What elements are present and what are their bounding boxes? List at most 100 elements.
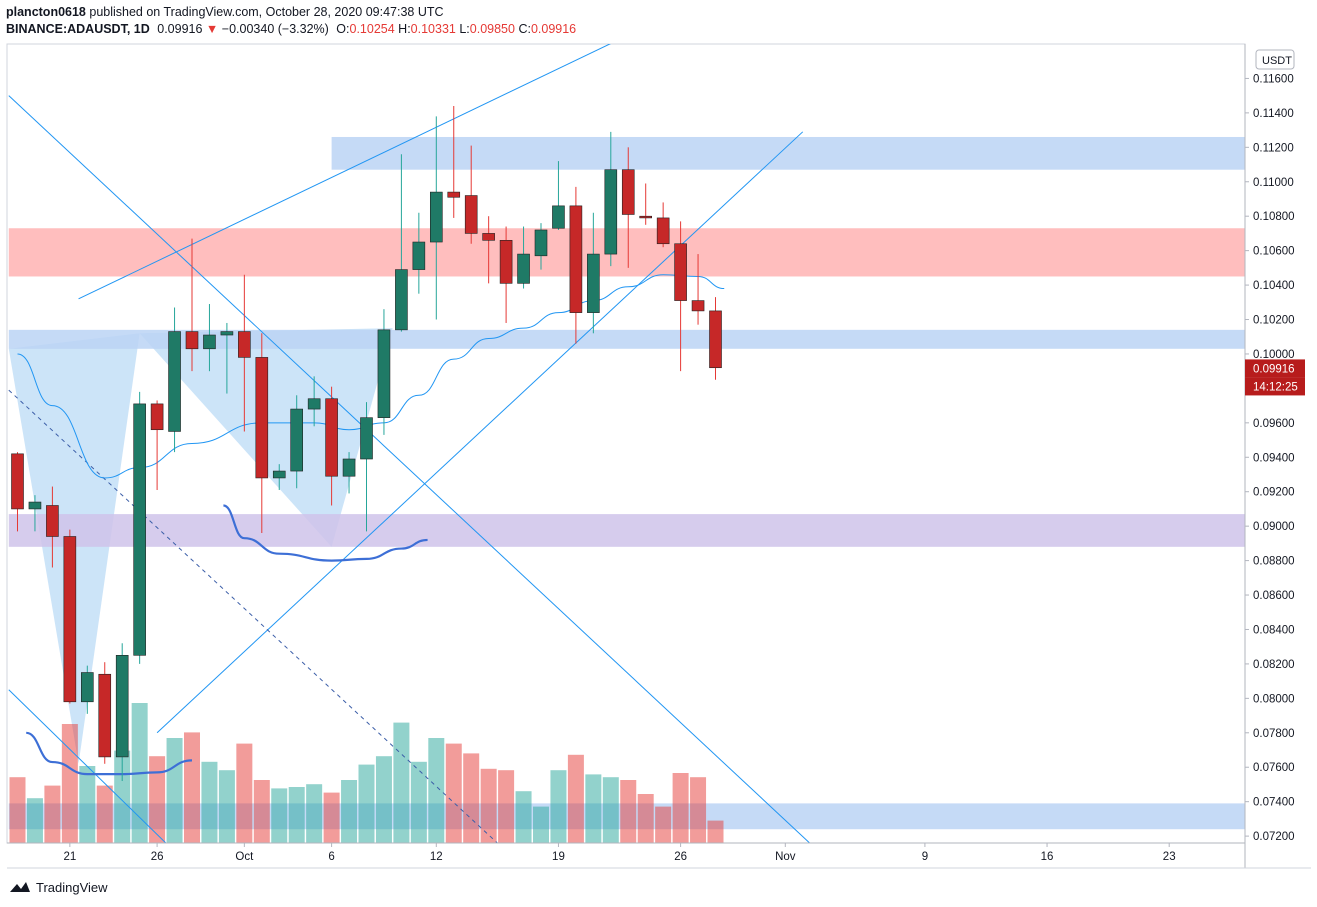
- candle: [517, 226, 530, 289]
- volume-bar: [96, 785, 113, 843]
- y-tick-label: 0.09600: [1253, 418, 1295, 430]
- dashed-falling-line: [8, 389, 498, 843]
- candle: [307, 376, 321, 427]
- volume-bar: [341, 780, 358, 843]
- falling-resistance-line: [8, 95, 811, 843]
- y-tick-label: 0.09000: [1253, 521, 1295, 533]
- candle-body: [98, 673, 112, 758]
- y-tick-label: 0.09400: [1253, 452, 1295, 464]
- y-tick-label: 0.07800: [1253, 728, 1295, 740]
- close-value: 0.09916: [530, 22, 577, 36]
- candle: [342, 452, 356, 494]
- candle-body: [552, 205, 565, 229]
- candle: [412, 212, 426, 294]
- candle: [569, 186, 583, 344]
- candle-body: [168, 331, 181, 432]
- y-tick-label: 0.08800: [1253, 556, 1295, 568]
- candle: [255, 333, 269, 534]
- low-label: L:: [459, 22, 470, 36]
- candle-body: [499, 240, 513, 284]
- last-price: 0.09916: [157, 22, 203, 36]
- volume-bar: [253, 780, 270, 843]
- candle: [133, 391, 146, 664]
- candle-body: [63, 536, 77, 703]
- volume-bar: [9, 777, 26, 843]
- candle: [98, 662, 112, 764]
- candle: [81, 665, 94, 714]
- volume-bar: [306, 784, 323, 843]
- low-value: 0.09850: [469, 22, 515, 36]
- volume-bar: [533, 806, 549, 843]
- y-tick-label: 0.11200: [1253, 142, 1294, 154]
- y-tick-label: 0.07600: [1253, 762, 1295, 774]
- candle: [203, 304, 216, 372]
- candle-body: [220, 331, 234, 336]
- candle-body: [534, 229, 548, 257]
- last-price-label: 0.09916: [1253, 363, 1295, 375]
- candle-body: [290, 408, 304, 472]
- candle: [220, 322, 234, 394]
- author-name[interactable]: plancton0618: [6, 5, 86, 19]
- upper-channel-line: [78, 44, 611, 300]
- candle: [11, 452, 24, 532]
- candle: [325, 386, 338, 506]
- open-label: O:: [336, 22, 350, 36]
- volume-bar: [323, 792, 340, 843]
- x-tick-label: Oct: [235, 851, 254, 863]
- candle: [360, 402, 373, 532]
- volume-bar: [44, 785, 61, 843]
- candle-body: [11, 453, 24, 510]
- volume-bar: [602, 777, 619, 843]
- cup-curve-upper: [223, 504, 428, 562]
- zone-purple: [8, 514, 1245, 547]
- volume-bar: [637, 794, 654, 843]
- candle-body: [342, 458, 356, 477]
- candle-body: [238, 331, 251, 358]
- y-tick-label: 0.11400: [1253, 108, 1294, 120]
- x-tick-label: 26: [151, 851, 164, 863]
- candle: [377, 309, 391, 435]
- tradingview-brand: TradingView: [36, 879, 108, 895]
- x-tick-label: 23: [1163, 851, 1176, 863]
- y-tick-label: 0.10600: [1253, 246, 1295, 258]
- moving-average-line: [17, 274, 725, 479]
- candle: [464, 145, 478, 244]
- volume-bar: [393, 722, 410, 843]
- currency-label: USDT: [1262, 55, 1292, 67]
- y-tick-label: 0.08000: [1253, 693, 1295, 705]
- candle-body: [133, 403, 146, 656]
- candle: [691, 254, 705, 325]
- y-tick-label: 0.10400: [1253, 280, 1295, 292]
- candle-body: [115, 655, 129, 758]
- candle: [395, 154, 408, 332]
- volume-bar: [567, 754, 584, 843]
- candle-body: [377, 329, 391, 418]
- candle-body: [464, 195, 478, 234]
- candle-body: [203, 334, 216, 350]
- candle: [290, 395, 304, 489]
- candle-body: [46, 505, 59, 537]
- y-tick-label: 0.11000: [1253, 177, 1294, 189]
- tradingview-logo-icon: [10, 882, 30, 892]
- candle: [168, 307, 181, 453]
- rising-support-line: [156, 131, 804, 734]
- tradingview-logo[interactable]: TradingView: [8, 879, 108, 895]
- candle-body: [360, 417, 373, 460]
- candle-body: [307, 398, 321, 410]
- countdown-label: 14:12:25: [1253, 381, 1298, 393]
- candle: [709, 297, 722, 380]
- volume-bar: [428, 738, 445, 843]
- candle: [639, 183, 653, 225]
- candle-body: [447, 191, 461, 198]
- candle-body: [412, 241, 426, 270]
- volume-bar: [585, 774, 602, 843]
- zone-blue-mid: [8, 329, 1245, 349]
- volume-bar: [672, 773, 689, 843]
- candle: [63, 529, 77, 704]
- candle: [604, 131, 618, 267]
- candle-body: [150, 403, 164, 431]
- y-tick-label: 0.08600: [1253, 590, 1295, 602]
- volume-bar: [61, 724, 78, 843]
- volume-bar: [358, 764, 375, 843]
